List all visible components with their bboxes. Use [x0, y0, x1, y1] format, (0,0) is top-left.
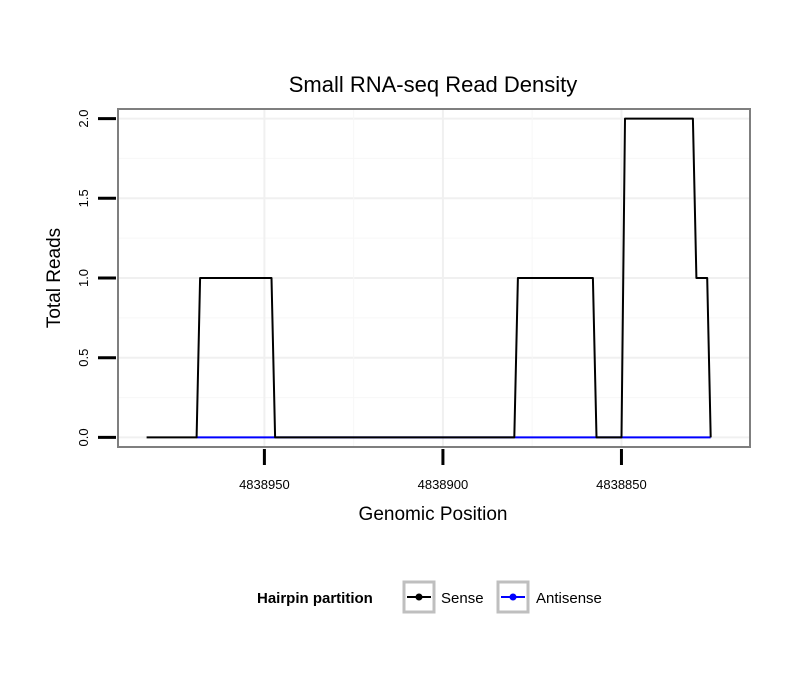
legend-marker-antisense [509, 593, 517, 601]
x-tick-label: 4838900 [418, 477, 469, 492]
legend: Hairpin partition Sense Antisense [257, 580, 602, 614]
plot-panel-border [117, 108, 751, 448]
y-tick-label: 2.0 [76, 110, 91, 128]
legend-marker-sense [415, 593, 423, 601]
legend-label-antisense: Antisense [536, 590, 602, 607]
x-axis-title: Genomic Position [359, 504, 508, 525]
x-tick-label: 4838850 [596, 477, 647, 492]
y-axis: 0.0 0.5 1.0 1.5 2.0 [76, 110, 116, 446]
y-tick-label: 1.5 [76, 189, 91, 207]
series-line-sense [146, 117, 712, 439]
y-axis-title: Total Reads [44, 228, 65, 328]
legend-title: Hairpin partition [257, 590, 373, 607]
series-group [146, 117, 712, 439]
x-axis: 4838950 4838900 4838850 [239, 449, 647, 492]
legend-label-sense: Sense [441, 590, 484, 607]
x-tick-label: 4838950 [239, 477, 290, 492]
y-tick-label: 0.0 [76, 428, 91, 446]
chart-title: Small RNA-seq Read Density [289, 72, 578, 97]
y-tick-label: 1.0 [76, 269, 91, 287]
y-tick-label: 0.5 [76, 349, 91, 367]
